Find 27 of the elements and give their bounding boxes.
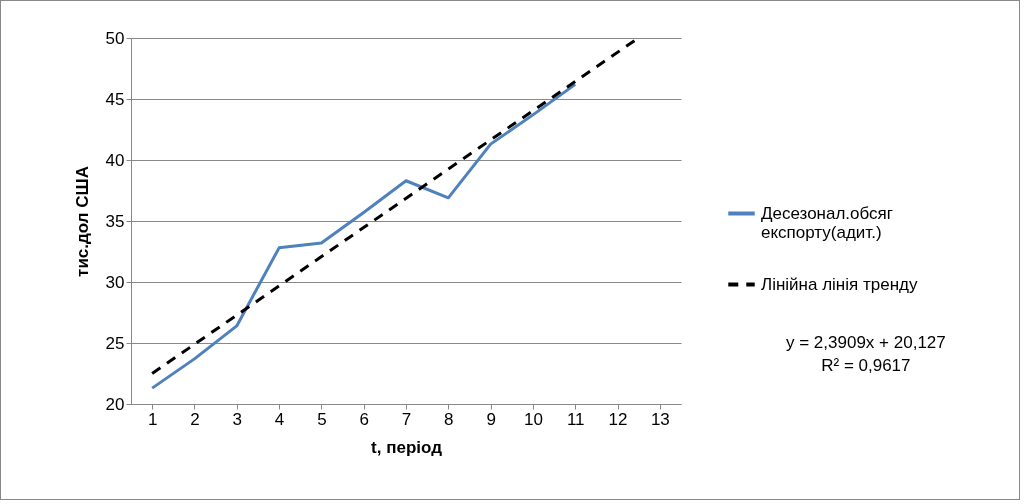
x-tick-label: 10 [523,409,543,429]
x-axis-title: t, період [371,437,443,457]
y-tick-label: 45 [105,89,125,109]
y-tick-label: 20 [105,394,125,414]
line-series [150,82,577,390]
text: y = 2,3909x + 20,127 [786,332,946,354]
x-tick-label: 9 [486,409,496,429]
x-tick-label: 12 [608,409,628,429]
y-tick-label: 40 [105,150,125,170]
y-tick-label: 50 [105,28,125,48]
x-tick-label: 6 [359,409,369,429]
text: R² = 0,9617 [820,355,912,377]
x-tick-label: 2 [190,409,200,429]
x-tick-label: 1 [147,409,158,429]
legend-label: Лінійна лінія тренду [761,274,918,294]
x-tick-label: 4 [274,409,285,429]
x-tick-label: 7 [401,409,412,429]
legend-label: Десезонал.обсяг експорту(адит.) [761,203,893,242]
x-tick-label: 13 [650,409,670,429]
x-tick-label: 3 [232,409,242,429]
x-tick-label: 11 [566,409,585,429]
y-axis-title: тис.дол США [72,166,92,277]
x-tick-label: 8 [444,409,454,429]
x-tick-label: 5 [317,409,327,429]
y-tick-label: 35 [105,211,125,231]
y-tick-label: 25 [105,333,125,353]
y-tick-label: 30 [105,272,125,292]
